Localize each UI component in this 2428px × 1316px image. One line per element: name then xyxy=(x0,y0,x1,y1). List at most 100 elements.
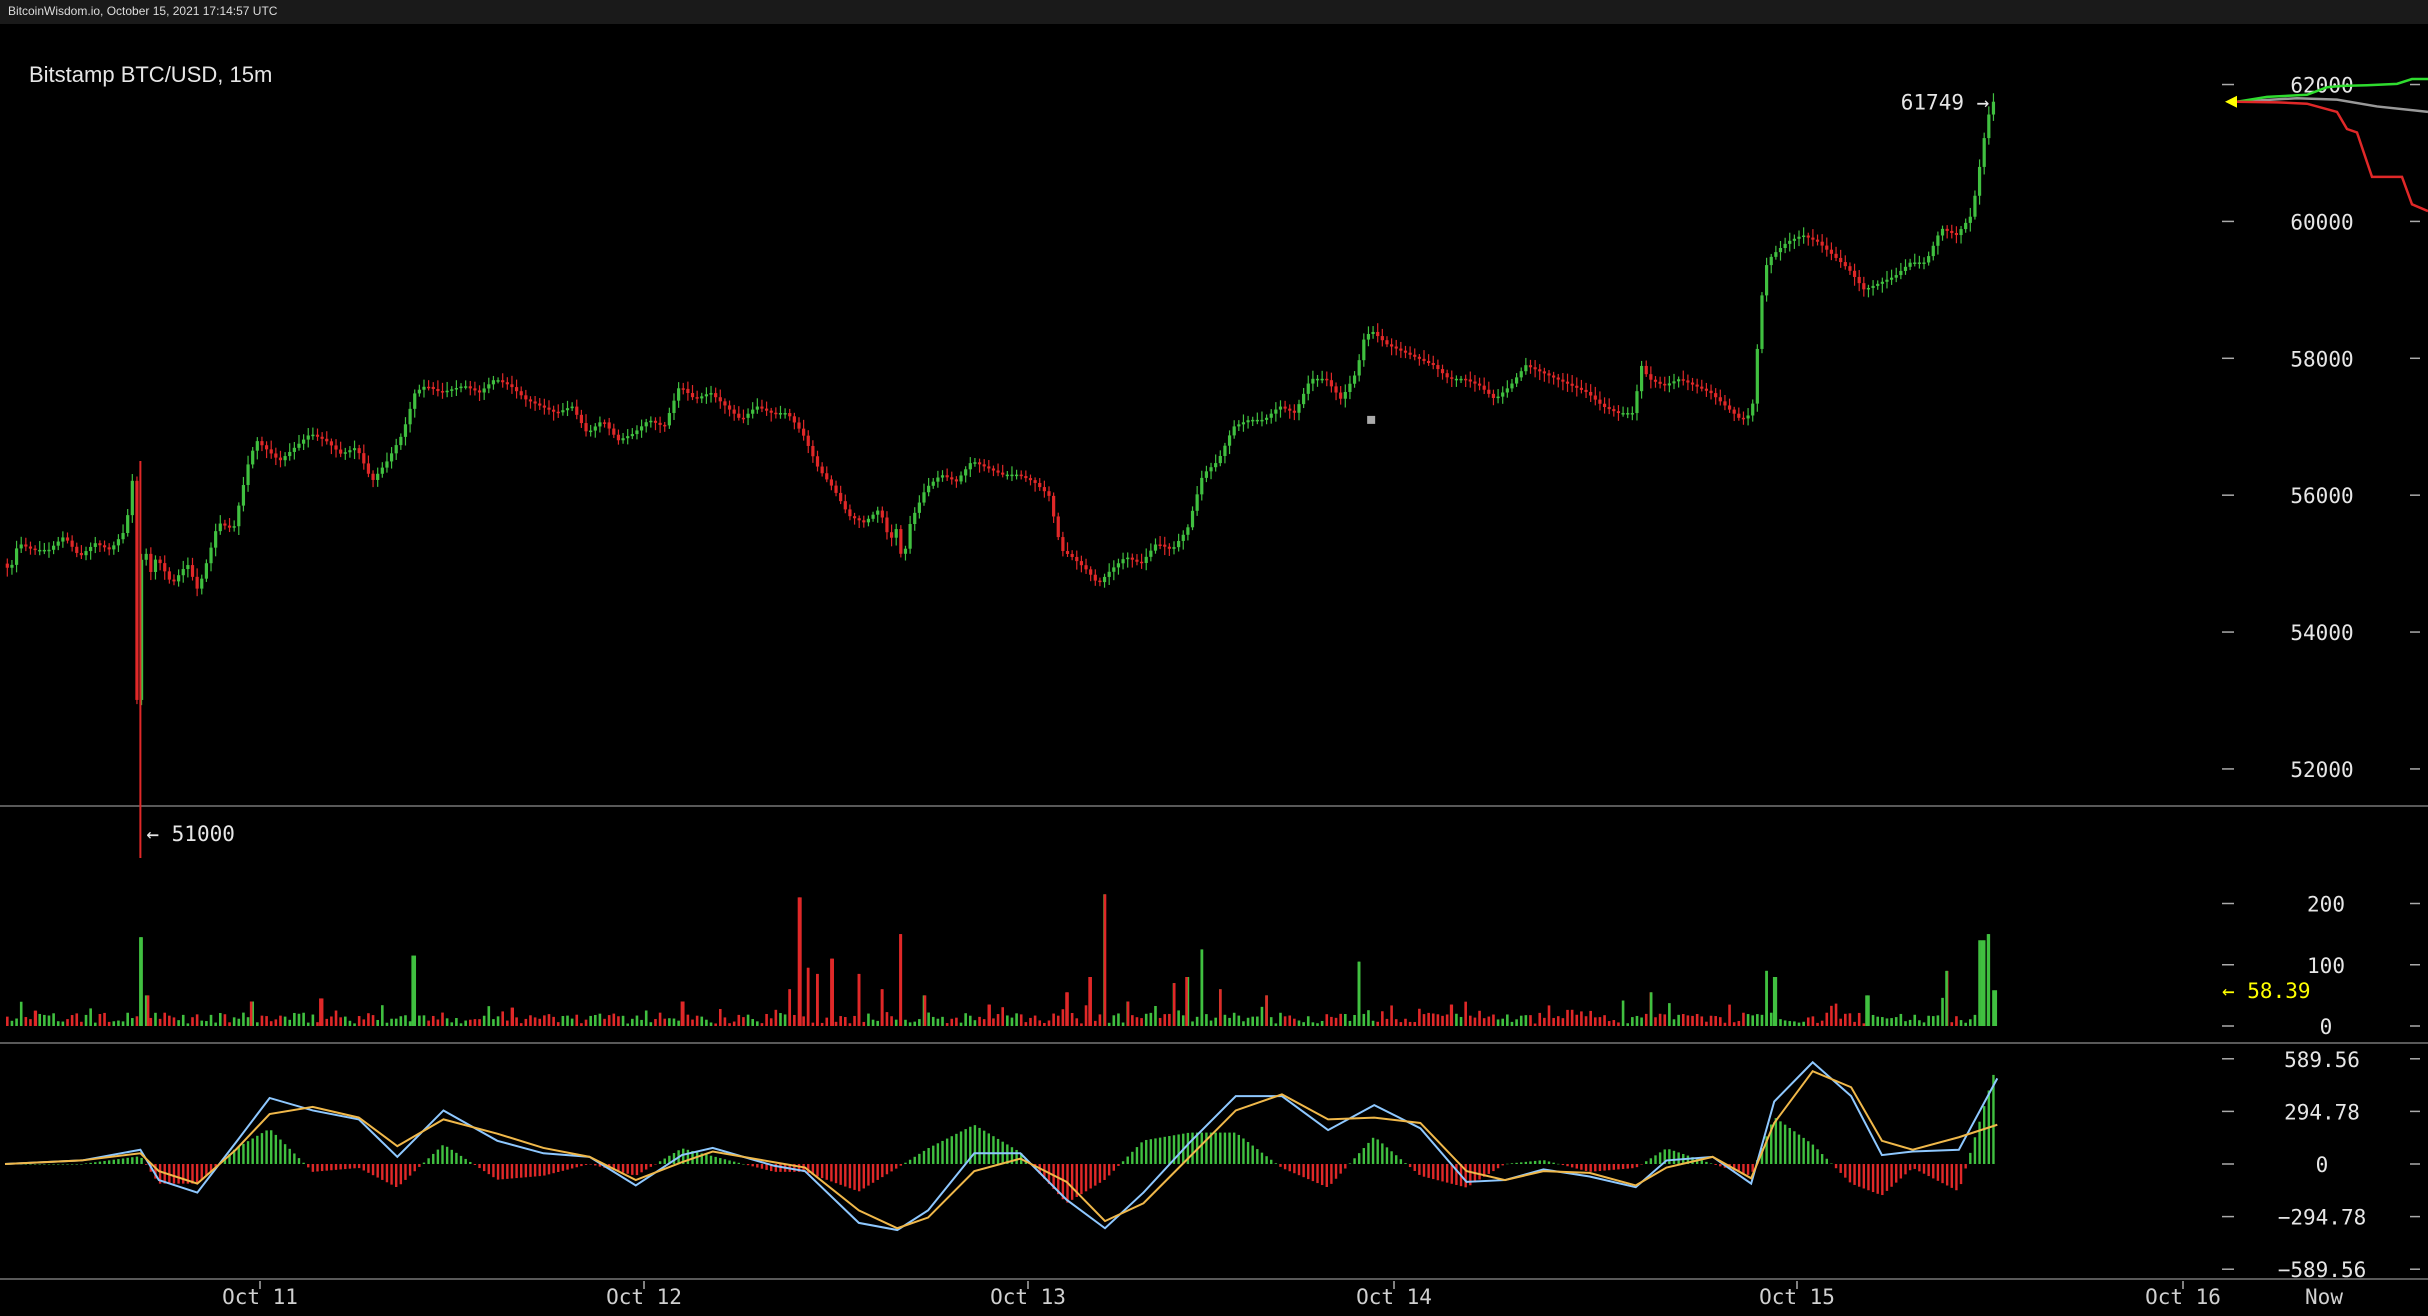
macd-histogram-bar xyxy=(1857,1164,1861,1187)
price-candle-body xyxy=(153,559,158,572)
volume-bar xyxy=(343,1016,347,1026)
volume-bar xyxy=(894,1019,898,1026)
volume-bar xyxy=(1093,1020,1097,1026)
price-candle-body xyxy=(1144,556,1148,564)
price-candle-body xyxy=(1737,413,1741,418)
price-candle-body xyxy=(1278,406,1283,410)
price-candle-body xyxy=(524,395,528,400)
price-candle-body xyxy=(288,451,292,457)
price-candle-body xyxy=(283,456,287,461)
volume-spike-bar xyxy=(1765,970,1768,1026)
price-candle-body xyxy=(1954,232,1959,236)
price-candle-body xyxy=(1315,378,1320,381)
price-candle-body xyxy=(797,422,801,429)
chart-area[interactable]: 61749 → ← 51000 62000 60000 58000 56000 54000 5… xyxy=(0,24,2428,1316)
volume-bar xyxy=(1677,1014,1680,1026)
volume-bar xyxy=(760,1023,764,1026)
price-candle-body xyxy=(1927,256,1931,263)
macd-histogram-bar xyxy=(1149,1139,1153,1164)
price-candle-body xyxy=(1380,336,1384,341)
price-candle-body xyxy=(866,518,871,523)
volume-bar xyxy=(1802,1021,1805,1026)
volume-bar xyxy=(1691,1015,1694,1026)
price-candle-body xyxy=(1459,378,1463,381)
price-candle-body xyxy=(172,579,176,582)
macd-histogram-bar xyxy=(1214,1132,1217,1164)
volume-bar xyxy=(1431,1013,1435,1026)
macd-histogram-bar xyxy=(978,1127,981,1164)
volume-bar xyxy=(1038,1020,1042,1026)
macd-histogram-bar xyxy=(1163,1136,1166,1164)
volume-bar xyxy=(1436,1014,1440,1026)
macd-histogram-bar xyxy=(1057,1164,1060,1195)
volume-bar xyxy=(607,1015,611,1026)
volume-bar xyxy=(1080,1023,1083,1026)
macd-histogram-bar xyxy=(1112,1164,1116,1171)
chart-marker xyxy=(1367,415,1376,424)
price-candle-body xyxy=(1514,377,1519,384)
volume-bar xyxy=(1274,1023,1278,1026)
price-candle-body xyxy=(899,529,903,554)
volume-bar xyxy=(617,1016,620,1026)
volume-bar xyxy=(1181,1015,1185,1026)
price-candle-body xyxy=(1116,563,1121,568)
macd-histogram-bar xyxy=(450,1149,453,1164)
volume-bar xyxy=(316,1022,319,1026)
price-candle-body xyxy=(1339,392,1343,399)
price-candle-body xyxy=(297,443,301,448)
macd-histogram-bar xyxy=(1265,1156,1268,1164)
macd-histogram-bar xyxy=(1765,1136,1768,1164)
macd-histogram-bar xyxy=(1570,1164,1574,1168)
price-candle-body xyxy=(482,388,486,393)
volume-bar xyxy=(658,1012,662,1026)
volume-bar xyxy=(1293,1018,1296,1026)
volume-bar xyxy=(1885,1018,1889,1026)
price-candle-body xyxy=(251,450,255,465)
volume-bar xyxy=(1343,1014,1347,1026)
macd-histogram-bar xyxy=(1316,1164,1319,1184)
macd-histogram-bar xyxy=(131,1157,134,1164)
macd-histogram-bar xyxy=(1589,1164,1592,1172)
volume-bar xyxy=(1663,1014,1667,1026)
price-candle-body xyxy=(1616,411,1621,414)
volume-bar xyxy=(691,1019,694,1026)
macd-histogram-bar xyxy=(195,1164,199,1184)
volume-bar xyxy=(524,1018,528,1026)
depth-ask-line xyxy=(2236,100,2428,213)
price-candle-body xyxy=(1302,393,1306,405)
volume-bar xyxy=(871,1019,875,1026)
volume-bar xyxy=(1288,1015,1292,1026)
volume-bar xyxy=(1876,1016,1880,1026)
volume-bar xyxy=(1487,1016,1491,1026)
macd-histogram-bar xyxy=(1529,1161,1532,1164)
macd-histogram-bar xyxy=(839,1164,842,1185)
volume-bar xyxy=(144,995,148,1026)
price-candle-body xyxy=(1538,369,1542,372)
macd-histogram-bar xyxy=(89,1162,92,1164)
volume-bar xyxy=(978,1016,981,1026)
macd-histogram-bar xyxy=(1783,1124,1787,1164)
chart-canvas[interactable]: 61749 →← 5100062000600005800056000540005… xyxy=(0,24,2428,1316)
price-candle-body xyxy=(473,388,477,391)
macd-histogram-bar xyxy=(316,1164,319,1172)
price-candle-body xyxy=(112,545,116,550)
macd-histogram-bar xyxy=(575,1164,578,1168)
price-candle-body xyxy=(1936,235,1940,246)
price-candle-body xyxy=(1283,406,1287,409)
volume-bar xyxy=(436,1019,440,1026)
price-candle-body xyxy=(593,426,597,431)
volume-bar xyxy=(19,1001,23,1026)
volume-bar xyxy=(1709,1015,1713,1026)
macd-axis-label: −294.78 xyxy=(2278,1206,2367,1230)
volume-bar xyxy=(580,1023,583,1026)
macd-histogram-bar xyxy=(765,1164,768,1170)
price-candle-body xyxy=(1028,478,1033,481)
volume-bar xyxy=(1658,1013,1662,1026)
macd-histogram-bar xyxy=(728,1160,731,1164)
price-candle-body xyxy=(190,565,195,577)
macd-histogram-bar xyxy=(881,1164,884,1178)
macd-histogram-bar xyxy=(589,1164,592,1165)
price-candle-body xyxy=(1135,559,1139,562)
volume-bar xyxy=(1839,1018,1842,1026)
price-candle-body xyxy=(644,422,648,427)
